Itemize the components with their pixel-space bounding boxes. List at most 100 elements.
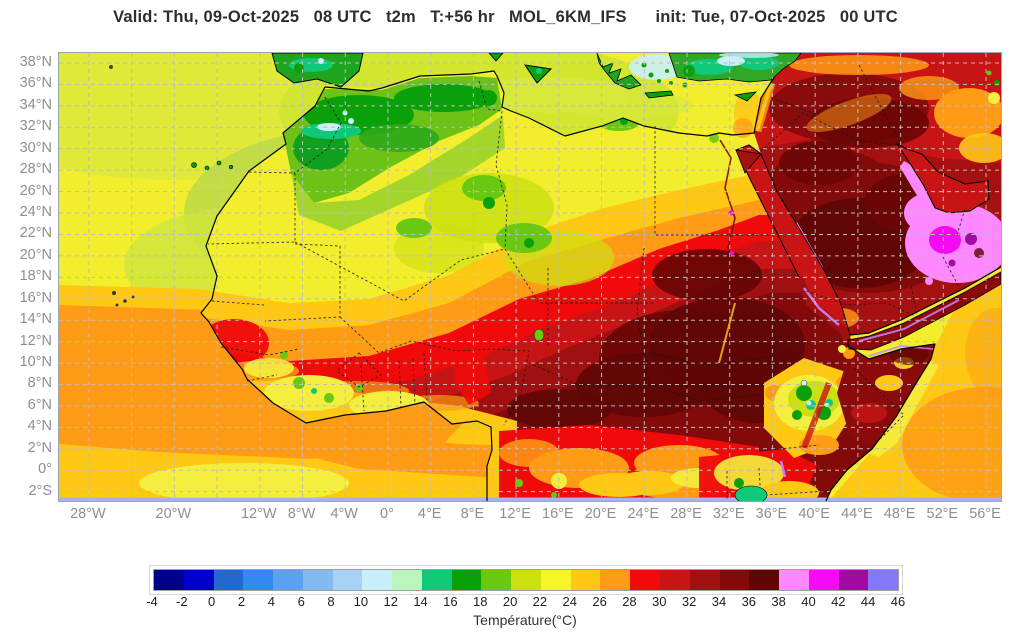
lat-tick-label: 2°S <box>28 482 52 499</box>
lon-tick-label: 56°E <box>969 506 1001 522</box>
lon-tick-label: 8°W <box>287 506 316 522</box>
colorbar-tick-label: 34 <box>711 594 727 609</box>
lat-tick-label: 36°N <box>19 75 52 92</box>
lon-tick-label: 32°E <box>712 506 745 522</box>
colorbar-segments <box>153 569 899 591</box>
colorbar-tick-label: 4 <box>267 594 275 609</box>
colorbar-tick-label: 24 <box>562 594 577 609</box>
colorbar-segment <box>689 570 720 590</box>
lat-tick-label: 24°N <box>19 204 52 220</box>
colorbar-segment <box>749 570 780 590</box>
lon-tick-label: 36°E <box>755 506 788 522</box>
lat-tick-label: 34°N <box>19 96 52 113</box>
lon-tick-label: 28°W <box>70 506 106 522</box>
colorbar-ticks: -4 -2 0 2 4 6 8 10 12 14 16 18 20 22 24 26 28 30 32 34 36 38 4… <box>146 594 905 610</box>
colorbar-segment <box>838 570 869 590</box>
lon-tick-label: 8°E <box>460 506 485 522</box>
lat-tick-label: 30°N <box>19 139 52 156</box>
colorbar-tick-label: 44 <box>860 594 876 609</box>
colorbar <box>149 565 903 595</box>
colorbar-segment <box>868 570 899 590</box>
lon-tick-label: 12°W <box>240 506 277 522</box>
lat-tick-label: 22°N <box>19 225 52 242</box>
colorbar-tick-label: 18 <box>473 594 488 609</box>
lat-tick-label: 2°N <box>27 439 52 456</box>
lon-tick-label: 48°E <box>883 506 916 522</box>
lat-tick-label: 12°N <box>19 332 52 349</box>
colorbar-tick-label: -2 <box>176 594 188 609</box>
lat-tick-label: 4°N <box>27 418 52 435</box>
lat-tick-label: 38°N <box>19 53 52 70</box>
colorbar-segment <box>600 570 631 590</box>
arabia-temperature-field <box>754 53 1001 335</box>
colorbar-segment <box>540 570 571 590</box>
lat-tick-label: 18°N <box>19 268 52 285</box>
colorbar-tick-label: 28 <box>622 594 637 609</box>
colorbar-segment <box>302 570 333 590</box>
lon-tick-label: 4°W <box>330 506 358 522</box>
colorbar-segment <box>273 570 303 590</box>
colorbar-tick-label: 32 <box>681 594 697 609</box>
colorbar-segment <box>481 570 512 590</box>
colorbar-segment <box>183 570 214 590</box>
map-bottom-strip <box>59 497 1001 501</box>
colorbar-segment <box>362 570 393 590</box>
colorbar-title: Température(°C) <box>473 612 577 628</box>
lat-tick-label: 20°N <box>19 246 52 263</box>
lat-tick-label: 8°N <box>27 375 52 392</box>
lat-tick-label: 6°N <box>27 396 52 413</box>
inland-seas <box>735 142 1001 357</box>
lat-tick-label: 14°N <box>19 311 52 328</box>
colorbar-tick-label: 46 <box>890 594 906 609</box>
map-frame <box>58 52 1002 502</box>
colorbar-segment <box>660 570 690 590</box>
colorbar-segment <box>630 570 661 590</box>
colorbar-tick-label: 14 <box>413 594 428 609</box>
colorbar-segment <box>808 570 839 590</box>
colorbar-segment <box>511 570 541 590</box>
colorbar-tick-label: 16 <box>443 594 458 609</box>
lat-tick-label: 16°N <box>19 289 52 306</box>
lat-tick-label: 26°N <box>19 182 52 199</box>
colorbar-tick-label: 20 <box>502 594 518 609</box>
lon-tick-label: 24°E <box>627 506 660 522</box>
colorbar-segment <box>570 570 601 590</box>
lon-tick-label: 52°E <box>926 506 959 522</box>
lat-tick-label: 0° <box>38 461 52 478</box>
page-title: Valid: Thu, 09-Oct-2025 08 UTC t2m T:+56… <box>113 8 898 26</box>
colorbar-tick-label: 36 <box>741 594 757 609</box>
colorbar-tick-label: 22 <box>532 594 548 609</box>
colorbar-segment <box>421 570 452 590</box>
colorbar-segment <box>779 570 809 590</box>
lat-axis: 38°N 36°N 34°N 32°N 30°N 28°N 26°N 24°N 22°N 20°N… <box>0 0 52 641</box>
lakes <box>533 328 808 501</box>
colorbar-tick-label: 26 <box>592 594 607 609</box>
colorbar-tick-label: 40 <box>801 594 816 609</box>
lon-tick-label: 28°E <box>670 506 702 522</box>
colorbar-segment <box>332 570 363 590</box>
colorbar-tick-label: 38 <box>771 594 786 609</box>
colorbar-segment <box>451 570 482 590</box>
colorbar-segment <box>719 570 750 590</box>
temperature-map <box>59 53 1001 501</box>
lon-tick-label: 44°E <box>841 506 873 522</box>
lon-tick-label: 20°W <box>155 506 192 522</box>
colorbar-tick-label: 12 <box>383 594 398 609</box>
lat-tick-label: 10°N <box>19 354 52 371</box>
colorbar-tick-label: 0 <box>208 594 216 609</box>
colorbar-segment <box>154 570 184 590</box>
colorbar-tick-label: 6 <box>297 594 305 609</box>
lat-tick-label: 32°N <box>19 118 52 135</box>
colorbar-segment <box>243 570 274 590</box>
colorbar-tick-label: 8 <box>327 594 335 609</box>
lon-tick-label: 20°E <box>584 506 617 522</box>
lon-tick-label: 40°E <box>798 506 830 522</box>
colorbar-tick-label: 30 <box>652 594 667 609</box>
colorbar-tick-label: -4 <box>146 594 158 609</box>
coastlines <box>200 70 1001 501</box>
colorbar-tick-label: 10 <box>353 594 369 609</box>
colorbar-tick-label: 42 <box>831 594 846 609</box>
lon-tick-label: 16°E <box>542 506 574 522</box>
colorbar-tick-label: 2 <box>237 594 246 609</box>
